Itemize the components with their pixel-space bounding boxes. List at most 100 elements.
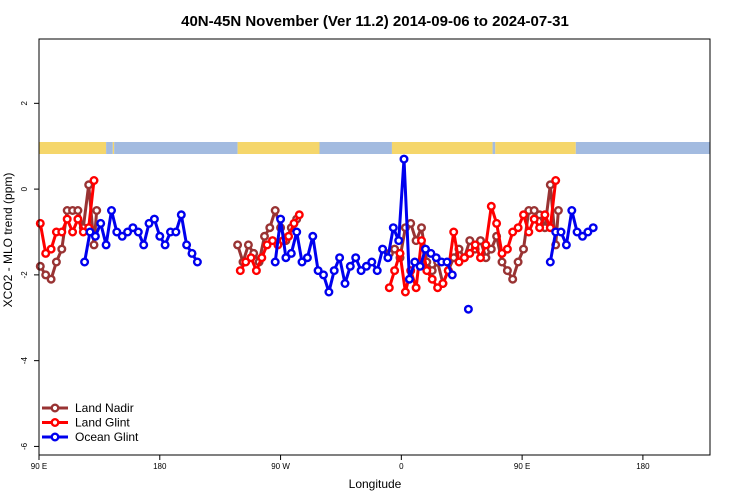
ocean-glint-point [308,231,318,241]
land-glint-point [476,253,486,263]
legend-item-ocean-glint: Ocean Glint [42,430,139,444]
land-glint-point [235,266,245,276]
ocean-glint-point [101,240,111,250]
ocean-glint-point [394,236,404,246]
ocean-glint-point [281,253,291,263]
band-land [495,142,576,154]
x-tick-label: 90 E [31,462,47,471]
ocean-glint-point [155,231,165,241]
land-glint-point [251,266,261,276]
ocean-glint-point [572,227,582,237]
ocean-glint-point [410,257,420,267]
ocean-glint-point [399,154,409,164]
land-glint-point [497,248,507,258]
land-glint-point [89,175,99,185]
ocean-glint-point [335,253,345,263]
land-glint-point [390,266,400,276]
land-glint-point [41,248,51,258]
land-glint-point [289,218,299,228]
y-tick-label: -4 [20,357,29,365]
ocean-glint-point [421,244,431,254]
legend-item-land-glint: Land Glint [42,416,130,430]
ocean-glint-point [106,205,116,215]
x-tick-label: 180 [636,462,650,471]
land-glint-point [545,223,555,233]
ocean-glint-point [139,240,149,250]
band-ocean [319,142,392,154]
ocean-glint-point [345,261,355,271]
ocean-glint-point [96,218,106,228]
ocean-glint-point [588,223,598,233]
land-glint-point [411,283,421,293]
land-glint-point [529,214,539,224]
ocean-glint-point [276,214,286,224]
axis-ticks: 90 E 180 90 W 0 90 E 180 2 0 -2 -4 -6 [20,101,650,471]
land-glint-point [284,231,294,241]
land-glint-point [459,253,469,263]
land-glint-point [540,210,550,220]
land-nadir-point [84,180,94,190]
x-tick-label: 90 W [271,462,290,471]
ocean-glint-point [578,231,588,241]
y-tick-label: 2 [20,101,29,106]
land-nadir-point [57,244,67,254]
band-land [391,142,493,154]
ocean-glint-line [83,209,199,263]
ocean-glint-point [292,227,302,237]
ocean-glint-point [85,227,95,237]
land-glint-point [400,287,410,297]
ocean-glint-point [426,248,436,258]
ocean-glint-point [583,227,593,237]
legend-item-land-nadir: Land Nadir [42,401,134,415]
land-glint-point [262,240,272,250]
land-nadir-point [545,180,555,190]
ocean-glint-point [123,227,133,237]
land-glint-point [62,214,72,224]
land-glint-point [422,266,432,276]
land-glint-point [470,240,480,250]
ocean-glint-point [329,266,339,276]
land-nadir-point [513,257,523,267]
land-nadir-point [265,223,275,233]
land-glint-point [57,227,67,237]
land-nadir-point [553,205,563,215]
ocean-glint-point [383,253,393,263]
land-nadir-point [390,244,400,254]
land-nadir-point [417,223,427,233]
land-nadir-point [260,231,270,241]
land-glint-point [257,253,267,263]
ocean-glint-point [545,257,555,267]
land-nadir-point [92,205,102,215]
ocean-glint-point [351,253,361,263]
land-nadir-point [73,205,83,215]
plot-frame [38,38,711,456]
land-nadir-point [529,205,539,215]
y-tick-label: 0 [20,186,29,191]
ocean-glint-point [133,227,143,237]
land-glint-point [438,279,448,289]
ocean-glint-point [182,240,192,250]
surface-type-band [39,142,710,154]
land-glint-point [486,201,496,211]
ocean-glint-point [297,257,307,267]
land-glint-point [68,227,78,237]
land-glint-point [417,236,427,246]
x-tick-label: 180 [153,462,167,471]
land-glint-point [384,283,394,293]
ocean-glint-point [561,240,571,250]
y-axis-label: XCO2 - MLO trend (ppm) [1,173,15,308]
ocean-glint-point [361,261,371,271]
land-glint-point [395,248,405,258]
ocean-glint-point [171,227,181,237]
legend-swatch-marker [50,403,60,413]
land-nadir-point [46,274,56,284]
land-glint-point [502,244,512,254]
ocean-glint-point [90,231,100,241]
land-glint-point [427,274,437,284]
land-glint-point [35,218,45,228]
ocean-glint-point [442,257,452,267]
ocean-glint-point [356,266,366,276]
land-nadir-point [89,240,99,250]
